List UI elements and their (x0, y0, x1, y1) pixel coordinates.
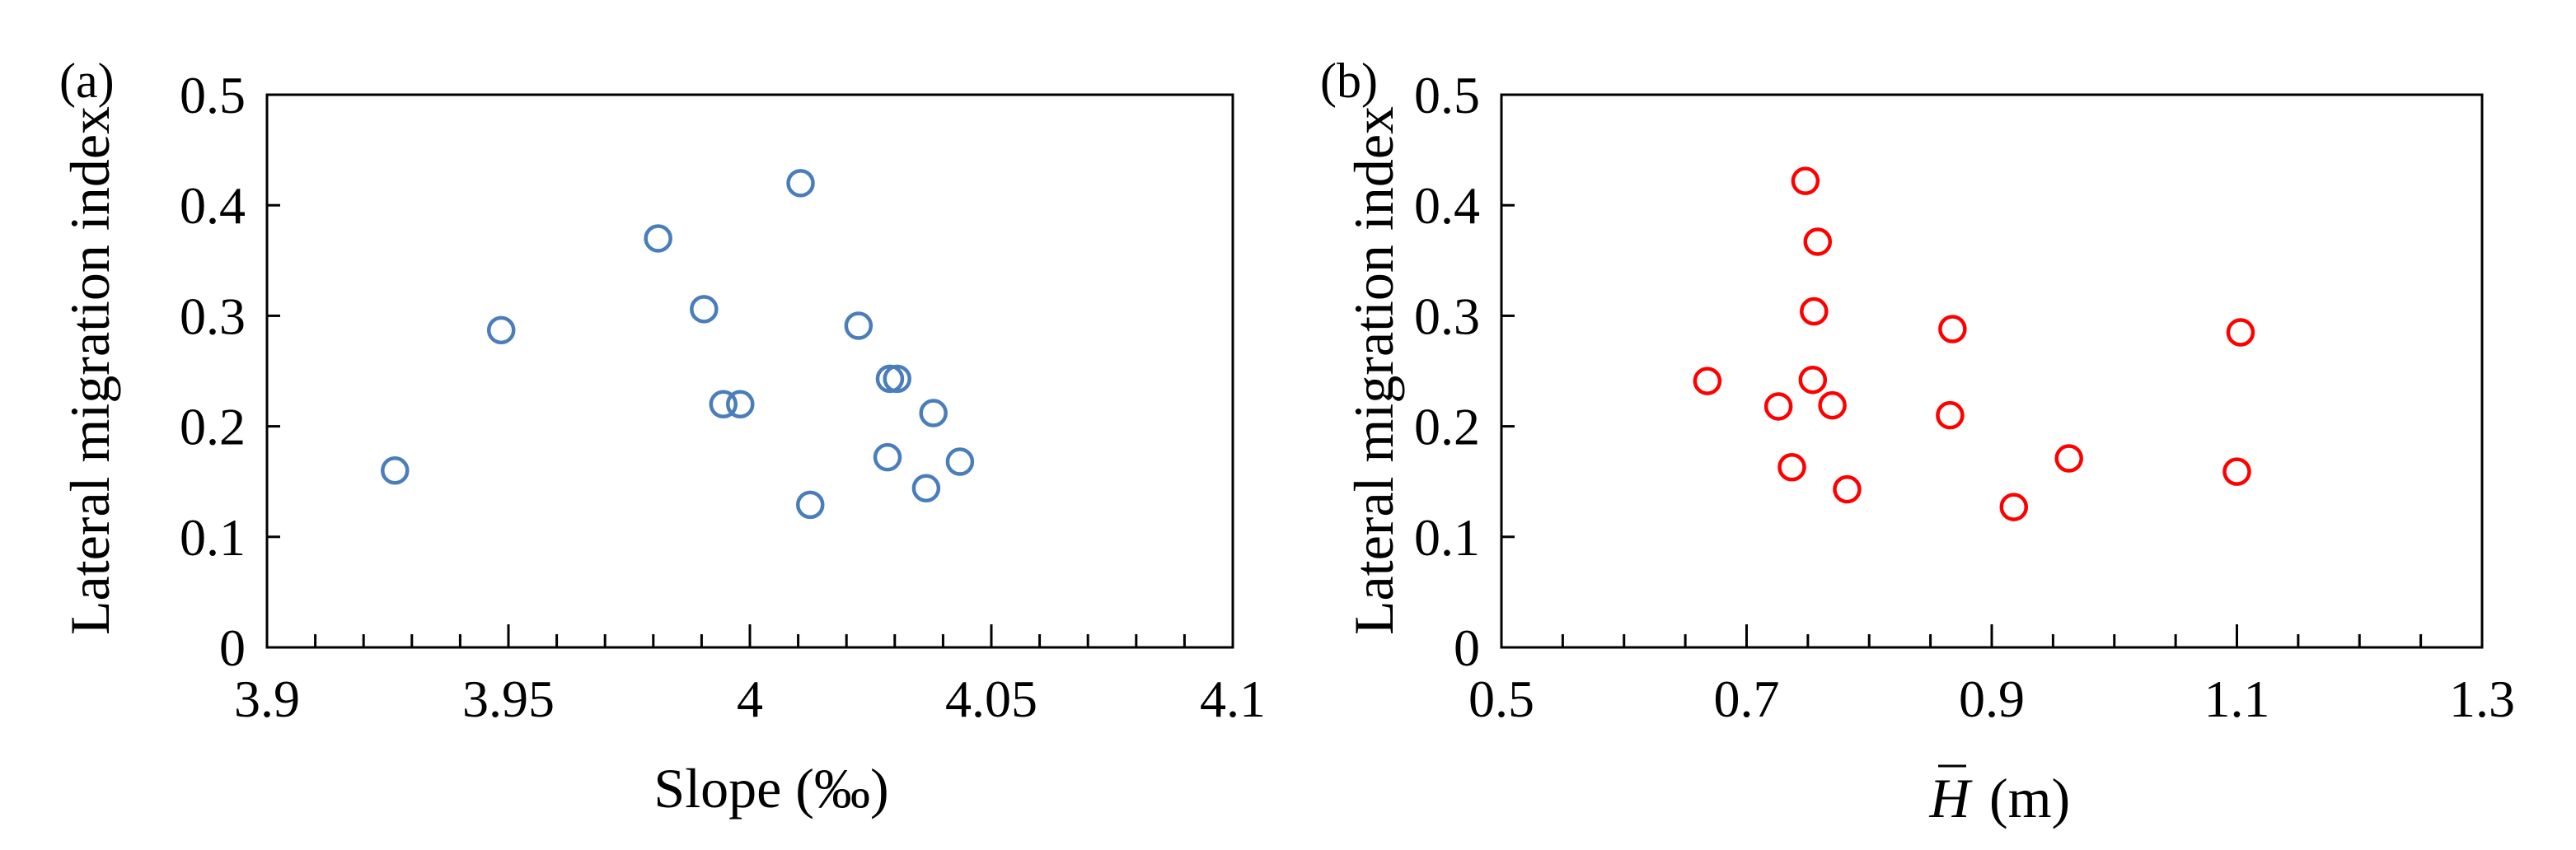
data-point (709, 390, 738, 419)
y-tick-label: 0.1 (180, 508, 246, 567)
panel-b-x-axis-unit: (m) (1989, 767, 2070, 829)
data-point (945, 447, 975, 476)
x-tick-label: 3.9 (234, 670, 300, 728)
x-tick-label: 4.1 (1200, 670, 1266, 728)
panel-b-tag: (b) (1320, 54, 1378, 108)
panel-a-tag: (a) (59, 54, 115, 108)
data-point (1800, 297, 1829, 326)
y-tick-label: 0 (1454, 619, 1480, 677)
data-point (1803, 227, 1833, 256)
data-point (873, 442, 902, 472)
data-point (726, 390, 755, 419)
data-point (2222, 457, 2251, 486)
x-tick-label: 0.7 (1714, 670, 1780, 728)
data-point (786, 169, 815, 198)
data-point (690, 295, 719, 324)
y-tick-label: 0.3 (1414, 287, 1480, 345)
panel-b-y-tick-labels: 0 0.1 0.2 0.3 0.4 0.5 (1414, 66, 1480, 677)
y-tick-label: 0.2 (180, 398, 246, 456)
x-tick-label: 0.5 (1468, 670, 1534, 728)
data-point (486, 315, 516, 345)
panel-a-y-axis-title: Lateral migration index (59, 106, 121, 635)
data-point (1693, 367, 1722, 395)
data-point (644, 224, 672, 253)
data-point (1936, 400, 1965, 430)
data-point (919, 399, 948, 427)
data-point (1999, 493, 2029, 521)
panel-b-markers (1693, 166, 2255, 521)
y-tick-label: 0 (219, 619, 246, 677)
panel-b-y-axis-title: Lateral migration index (1342, 106, 1405, 635)
data-point (2226, 318, 2255, 347)
data-point (1763, 392, 1793, 421)
x-tick-label: 0.9 (1959, 670, 2025, 728)
x-tick-label: 1.3 (2449, 670, 2515, 728)
data-point (844, 311, 873, 340)
panel-a-markers (381, 169, 975, 520)
x-tick-label: 4.05 (945, 670, 1037, 728)
panel-b-ticks (1501, 203, 2423, 647)
y-tick-label: 0.4 (180, 176, 246, 235)
y-tick-label: 0.1 (1414, 508, 1480, 567)
data-point (1818, 390, 1847, 420)
y-tick-label: 0.2 (1414, 398, 1480, 456)
data-point (2054, 444, 2083, 473)
data-point (883, 364, 911, 394)
data-point (1798, 365, 1828, 395)
x-tick-label: 1.1 (2204, 670, 2270, 728)
y-tick-label: 0.4 (1414, 176, 1480, 235)
data-point (796, 490, 825, 520)
x-tick-label: 4 (737, 670, 763, 728)
panel-b: (b) 0 0.1 0.2 0.3 0.4 0.5 0.5 0.7 0.9 1.1 1.3 Lat… (1320, 54, 2515, 829)
panel-a-x-axis-title: Slope (‰) (653, 757, 888, 820)
panel-a-x-tick-labels: 3.9 3.95 4 4.05 4.1 (234, 670, 1266, 728)
x-tick-label: 3.95 (462, 670, 555, 728)
panel-b-x-axis-symbol: H (1928, 767, 1973, 829)
panel-b-x-tick-labels: 0.5 0.7 0.9 1.1 1.3 (1468, 670, 2515, 728)
data-point (875, 364, 905, 394)
panel-a-y-tick-labels: 0 0.1 0.2 0.3 0.4 0.5 (180, 66, 246, 677)
panel-a-ticks (267, 203, 1186, 647)
panel-a: (a) 0 0.1 0.2 0.3 0.4 0.5 3.9 3.95 4 4.05 4.1 Lat… (59, 54, 1266, 820)
y-tick-label: 0.5 (180, 66, 246, 124)
y-tick-label: 0.3 (180, 287, 246, 345)
y-tick-label: 0.5 (1414, 66, 1480, 124)
data-point (1938, 315, 1967, 343)
data-point (911, 474, 941, 503)
data-point (1791, 166, 1820, 195)
data-point (1833, 474, 1862, 504)
data-point (381, 456, 410, 485)
data-point (1777, 453, 1806, 482)
